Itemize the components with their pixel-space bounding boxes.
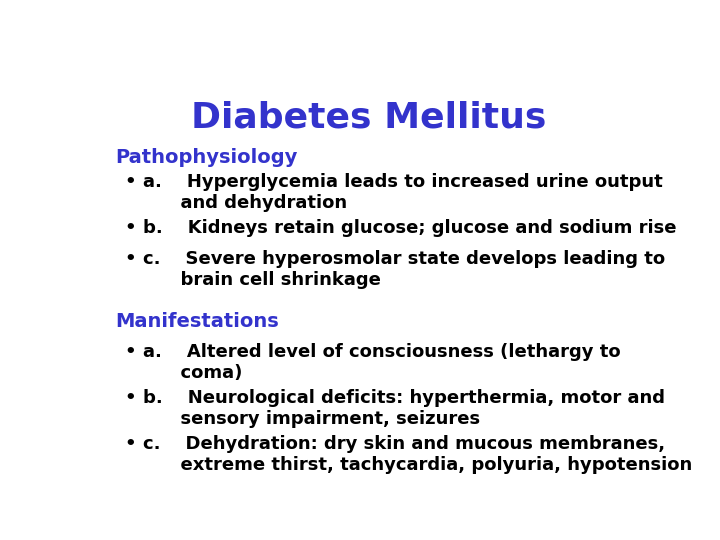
Text: Manifestations: Manifestations <box>115 312 279 331</box>
Text: b.    Neurological deficits: hyperthermia, motor and
      sensory impairment, s: b. Neurological deficits: hyperthermia, … <box>143 389 665 428</box>
Text: c.    Dehydration: dry skin and mucous membranes,
      extreme thirst, tachycar: c. Dehydration: dry skin and mucous memb… <box>143 435 692 474</box>
Text: Pathophysiology: Pathophysiology <box>115 148 297 167</box>
Text: •: • <box>125 435 136 453</box>
Text: •: • <box>125 173 136 191</box>
Text: c.    Severe hyperosmolar state develops leading to
      brain cell shrinkage: c. Severe hyperosmolar state develops le… <box>143 250 665 289</box>
Text: Diabetes Mellitus: Diabetes Mellitus <box>192 100 546 134</box>
Text: •: • <box>125 219 136 237</box>
Text: a.    Hyperglycemia leads to increased urine output
      and dehydration: a. Hyperglycemia leads to increased urin… <box>143 173 662 212</box>
Text: •: • <box>125 389 136 407</box>
Text: b.    Kidneys retain glucose; glucose and sodium rise: b. Kidneys retain glucose; glucose and s… <box>143 219 677 237</box>
Text: a.    Altered level of consciousness (lethargy to
      coma): a. Altered level of consciousness (letha… <box>143 343 621 382</box>
Text: •: • <box>125 343 136 361</box>
Text: •: • <box>125 250 136 268</box>
